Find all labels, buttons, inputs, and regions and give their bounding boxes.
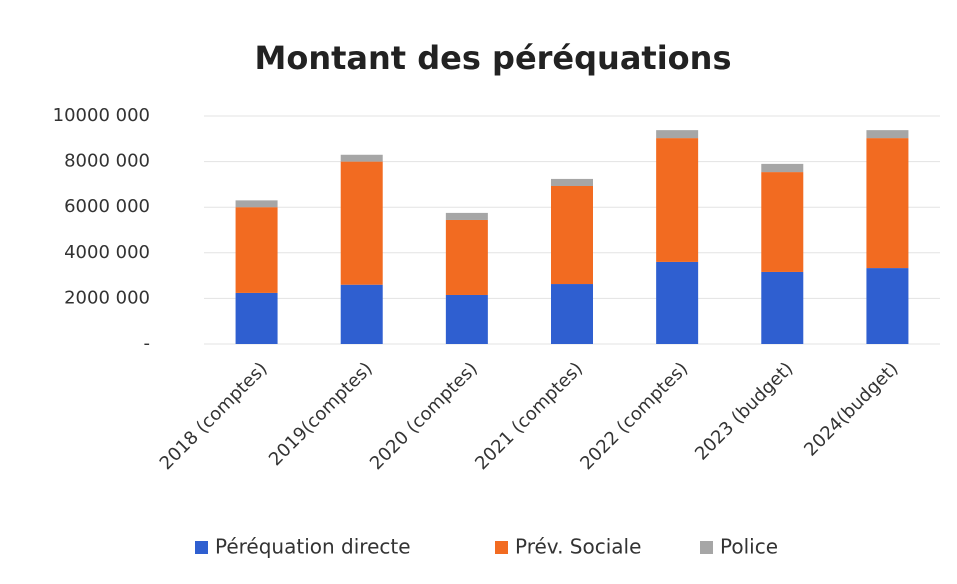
x-tick-label: 2019(comptes)	[265, 358, 377, 470]
x-tick-label: 2021 (comptes)	[471, 358, 587, 474]
bar-segment	[656, 261, 699, 344]
bar-segment	[761, 271, 804, 344]
bar-segment	[866, 138, 909, 269]
bar-segment	[340, 154, 383, 162]
x-tick-label: 2022 (comptes)	[576, 358, 692, 474]
bar-segment	[656, 138, 699, 262]
bar-segment	[551, 178, 593, 186]
bar-segment	[235, 292, 278, 344]
y-tick-label: 8000 000	[64, 151, 150, 172]
y-tick-label: 2000 000	[64, 287, 150, 308]
y-tick-label: 6000 000	[64, 196, 150, 217]
bar-segment	[761, 172, 804, 272]
chart-title: Montant des péréquations	[255, 39, 732, 77]
bar-segment	[445, 212, 488, 220]
y-tick-label: -	[144, 333, 151, 354]
bar-segment	[866, 268, 909, 344]
bar-segment	[866, 130, 909, 139]
x-tick-label: 2023 (budget)	[691, 358, 797, 464]
legend-swatch	[700, 541, 713, 554]
legend-label: Prév. Sociale	[515, 535, 641, 559]
bar-segment	[761, 163, 804, 173]
bar-segment	[235, 207, 278, 293]
bar-segment	[340, 284, 383, 344]
legend-swatch	[495, 541, 508, 554]
x-tick-label: 2018 (comptes)	[156, 358, 272, 474]
bar-segment	[656, 130, 699, 139]
bar-segment	[551, 284, 593, 344]
bar-segment	[235, 200, 278, 208]
bar-segment	[445, 294, 488, 344]
y-tick-label: 4000 000	[64, 242, 150, 263]
legend-label: Péréquation directe	[215, 535, 411, 559]
legend-swatch	[195, 541, 208, 554]
legend-label: Police	[720, 535, 778, 559]
bar-segment	[445, 219, 488, 295]
x-tick-label: 2020 (comptes)	[366, 358, 482, 474]
x-tick-label: 2024(budget)	[800, 358, 902, 460]
bar-segment	[551, 185, 593, 285]
bar-segment	[340, 161, 383, 285]
y-tick-label: 10000 000	[53, 105, 150, 126]
